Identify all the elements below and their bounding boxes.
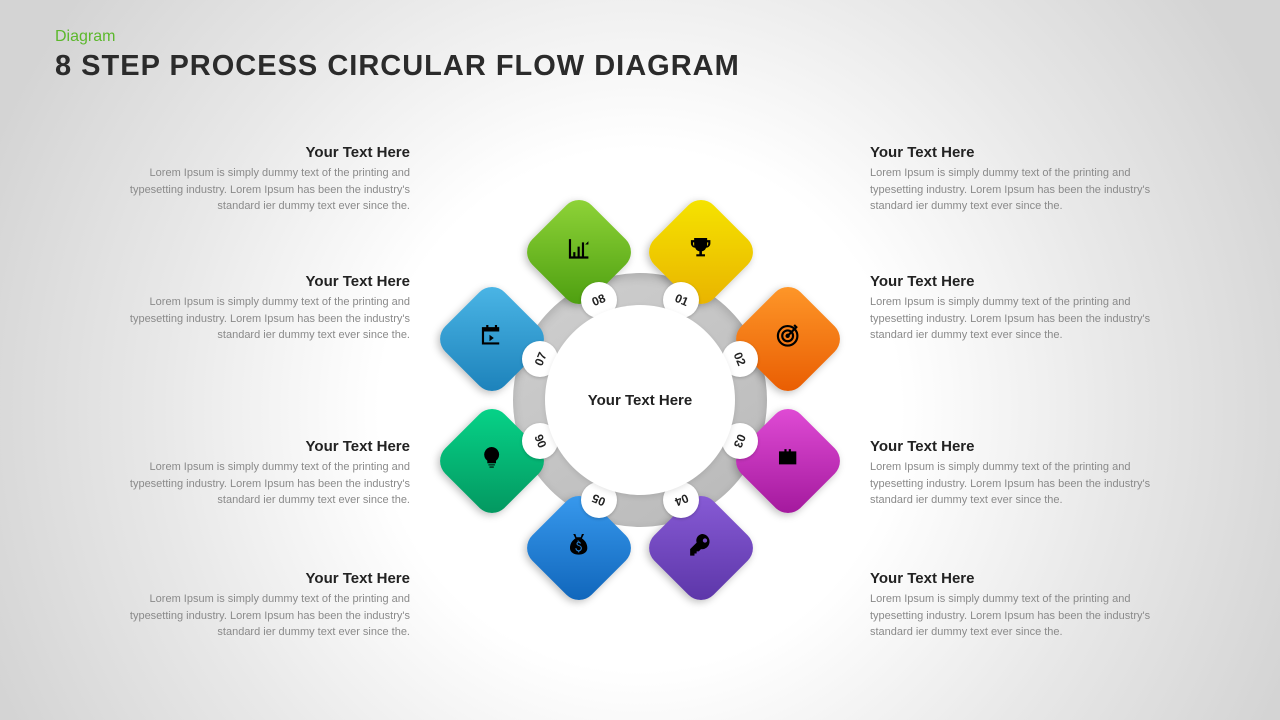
step-heading: Your Text Here [870,144,1160,161]
step-heading: Your Text Here [870,570,1160,587]
text-block-08: Your Text Here Lorem Ipsum is simply dumm… [120,144,410,215]
calendar-icon [479,322,505,355]
briefcase-icon [775,445,801,478]
step-heading: Your Text Here [870,273,1160,290]
target-icon [775,322,801,355]
step-body: Lorem Ipsum is simply dummy text of the … [870,294,1160,344]
circular-diagram: Your Text Here 0102030405060708 [430,190,850,610]
text-block-04: Your Text Here Lorem Ipsum is simply dumm… [870,570,1160,641]
text-block-06: Your Text Here Lorem Ipsum is simply dumm… [120,438,410,509]
chart-icon [566,236,592,269]
moneybag-icon [566,531,592,564]
text-block-07: Your Text Here Lorem Ipsum is simply dumm… [120,273,410,344]
step-body: Lorem Ipsum is simply dummy text of the … [870,459,1160,509]
step-body: Lorem Ipsum is simply dummy text of the … [120,591,410,641]
page-title: 8 STEP PROCESS CIRCULAR FLOW DIAGRAM [55,50,740,83]
center-circle: Your Text Here [545,305,735,495]
trophy-icon [688,236,714,269]
step-heading: Your Text Here [120,570,410,587]
step-body: Lorem Ipsum is simply dummy text of the … [120,294,410,344]
text-block-01: Your Text Here Lorem Ipsum is simply dumm… [870,144,1160,215]
text-block-05: Your Text Here Lorem Ipsum is simply dumm… [120,570,410,641]
step-body: Lorem Ipsum is simply dummy text of the … [120,165,410,215]
text-block-03: Your Text Here Lorem Ipsum is simply dumm… [870,438,1160,509]
eyebrow: Diagram [55,28,740,46]
step-heading: Your Text Here [120,438,410,455]
text-block-02: Your Text Here Lorem Ipsum is simply dumm… [870,273,1160,344]
bulb-icon [479,445,505,478]
step-body: Lorem Ipsum is simply dummy text of the … [120,459,410,509]
step-body: Lorem Ipsum is simply dummy text of the … [870,165,1160,215]
step-body: Lorem Ipsum is simply dummy text of the … [870,591,1160,641]
step-heading: Your Text Here [120,273,410,290]
key-icon [688,531,714,564]
step-heading: Your Text Here [870,438,1160,455]
step-heading: Your Text Here [120,144,410,161]
